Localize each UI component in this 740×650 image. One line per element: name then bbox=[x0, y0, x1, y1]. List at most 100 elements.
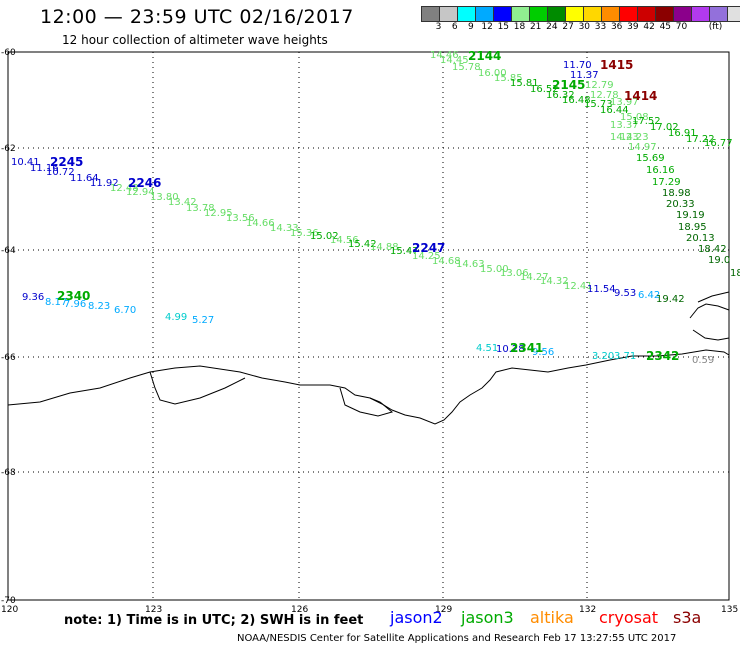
legend-s3a: s3a bbox=[673, 608, 702, 627]
swh-value: 18.95 bbox=[678, 222, 707, 233]
swh-value: 14.68 bbox=[432, 256, 461, 267]
swh-value: 3.71 bbox=[614, 351, 636, 362]
legend-jason2: jason2 bbox=[390, 608, 443, 627]
color-scale-label: 9 bbox=[468, 22, 474, 32]
coastline-inlet bbox=[149, 371, 246, 405]
swh-value: 15.69 bbox=[636, 153, 665, 164]
swh-value: 9.36 bbox=[22, 292, 44, 303]
swh-value: 18.98 bbox=[662, 188, 691, 199]
color-scale-label: 33 bbox=[594, 22, 607, 32]
swh-value: 8.23 bbox=[88, 301, 110, 312]
pass-id-label: 2247 bbox=[412, 241, 445, 255]
swh-value: 17.29 bbox=[652, 177, 681, 188]
swh-value: 11.16 bbox=[30, 163, 59, 174]
page-subtitle: 12 hour collection of altimeter wave hei… bbox=[62, 33, 328, 47]
swh-value: 12.94 bbox=[126, 187, 155, 198]
swh-value: 5.27 bbox=[192, 315, 214, 326]
swh-value: 15.02 bbox=[310, 231, 339, 242]
swh-value: 19.0 bbox=[708, 255, 730, 266]
swh-value: 13.78 bbox=[186, 203, 215, 214]
lon-label: 135 bbox=[721, 605, 738, 615]
color-scale-label: 24 bbox=[546, 22, 558, 32]
swh-value: 8.17 bbox=[45, 297, 67, 308]
swh-value: 20.13 bbox=[686, 233, 715, 244]
swh-value: 13.42 bbox=[168, 197, 197, 208]
lon-label: 129 bbox=[435, 605, 452, 615]
swh-value: 14.32 bbox=[540, 276, 569, 287]
pass-id-label: 2145 bbox=[552, 78, 585, 92]
swh-value: 6.42 bbox=[638, 290, 660, 301]
pass-id-label: 2341 bbox=[510, 341, 543, 355]
swh-value: 4.51 bbox=[476, 343, 498, 354]
swh-value: 19.19 bbox=[676, 210, 705, 221]
swh-value: 16.44 bbox=[600, 105, 629, 116]
swh-value: 15.47 bbox=[390, 246, 419, 257]
swh-value: 13.56 bbox=[226, 213, 255, 224]
pass-id-label: 2342 bbox=[646, 349, 679, 363]
swh-value: 6.70 bbox=[114, 305, 136, 316]
swh-value: 11.54 bbox=[587, 284, 616, 295]
swh-value: 11.92 bbox=[90, 178, 119, 189]
color-scale-label: 18 bbox=[513, 22, 526, 32]
pass-id-label: 2246 bbox=[128, 176, 161, 190]
swh-value: 15.42 bbox=[348, 239, 377, 250]
swh-value: 14.27 bbox=[520, 272, 549, 283]
legend-altika: altika bbox=[530, 608, 574, 627]
lon-label: 126 bbox=[291, 605, 308, 615]
pass-id-label: 1415 bbox=[600, 58, 633, 72]
color-scale-label: 3 bbox=[435, 22, 442, 32]
swh-value: 12.48 bbox=[110, 183, 139, 194]
swh-value: 13.37 bbox=[610, 120, 639, 131]
map-frame bbox=[7, 51, 730, 601]
swh-value: 11.37 bbox=[570, 70, 599, 81]
lat-label: -70 bbox=[1, 596, 16, 606]
color-scale-label: 21 bbox=[529, 22, 542, 32]
swh-value: 17.22 bbox=[686, 134, 715, 145]
lat-label: -64 bbox=[1, 246, 16, 256]
swh-value: 20.33 bbox=[666, 199, 695, 210]
swh-value: 9.53 bbox=[614, 288, 636, 299]
swh-value: 16.16 bbox=[646, 165, 675, 176]
swh-value: 3.20 bbox=[592, 351, 614, 362]
swh-value: 12.78 bbox=[590, 90, 619, 101]
swh-value: 19.42 bbox=[656, 294, 685, 305]
swh-value: 14.45 bbox=[440, 55, 469, 66]
swh-value: 15.73 bbox=[584, 99, 613, 110]
swh-value: 12.41 bbox=[564, 281, 593, 292]
lat-label: -62 bbox=[1, 144, 16, 154]
swh-value: 16.00 bbox=[478, 68, 507, 79]
lat-label: -66 bbox=[1, 353, 16, 363]
swh-value: 9.56 bbox=[532, 347, 554, 358]
swh-value: 15.78 bbox=[452, 62, 481, 73]
swh-value: 14.33 bbox=[270, 223, 299, 234]
color-scale-label: 70 bbox=[675, 22, 688, 32]
swh-value: 17.02 bbox=[650, 122, 679, 133]
color-scale-label: 15 bbox=[497, 22, 510, 32]
lon-label: 120 bbox=[1, 605, 18, 615]
swh-value: 14.23 bbox=[610, 132, 639, 143]
swh-value: 14.66 bbox=[246, 218, 275, 229]
pass-id-label: 2144 bbox=[468, 49, 501, 63]
swh-value: 4.99 bbox=[165, 312, 187, 323]
swh-value: 16.91 bbox=[668, 128, 697, 139]
swh-value: 16.32 bbox=[546, 90, 575, 101]
pass-id-label: 1414 bbox=[624, 89, 657, 103]
lat-label: -68 bbox=[1, 468, 16, 478]
legend-jason3: jason3 bbox=[461, 608, 514, 627]
color-scale-label: 6 bbox=[451, 22, 458, 32]
swh-value: 15.85 bbox=[494, 73, 523, 84]
swh-value: 15.00 bbox=[480, 264, 509, 275]
color-scale-label: 39 bbox=[627, 22, 639, 32]
swh-value: 10.41 bbox=[11, 157, 40, 168]
coastline-east bbox=[689, 291, 730, 341]
swh-value: 13.97 bbox=[610, 97, 639, 108]
swh-value: 10.72 bbox=[46, 167, 75, 178]
color-scale-label: 12 bbox=[481, 22, 493, 32]
swh-value: 16.52 bbox=[530, 84, 559, 95]
swh-value: 16.48 bbox=[562, 95, 591, 106]
page-title: 12:00 — 23:59 UTC 02/16/2017 bbox=[40, 6, 354, 28]
color-scale-unit: (ft) bbox=[708, 22, 723, 32]
swh-value: 10.28 bbox=[496, 344, 525, 355]
color-scale-label: 36 bbox=[610, 22, 623, 32]
